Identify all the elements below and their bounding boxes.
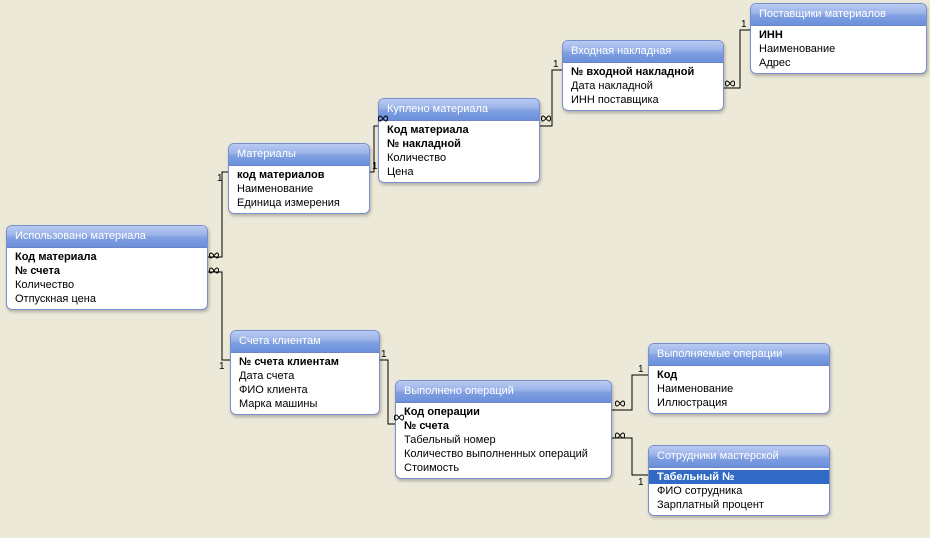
cardinality-one: 1 (553, 60, 559, 70)
cardinality-many (614, 432, 626, 439)
field-row[interactable]: № входной накладной (563, 65, 723, 79)
field-row[interactable]: Отпускная цена (7, 292, 207, 306)
entity-fields: Код материала№ накладнойКоличествоЦена (379, 121, 539, 182)
entity-title: Выполнено операций (396, 381, 611, 403)
cardinality-many (208, 267, 220, 274)
cardinality-many (724, 80, 736, 87)
field-row[interactable]: Количество (7, 278, 207, 292)
field-row[interactable]: ИНН (751, 28, 926, 42)
entity-title: Поставщики материалов (751, 4, 926, 26)
cardinality-one: 1 (741, 20, 747, 30)
entity-client_accounts[interactable]: Счета клиентам№ счета клиентамДата счета… (230, 330, 380, 415)
entity-title: Куплено материала (379, 99, 539, 121)
field-row[interactable]: Количество (379, 151, 539, 165)
entity-title: Входная накладная (563, 41, 723, 63)
field-row[interactable]: ФИО клиента (231, 383, 379, 397)
field-row[interactable]: № счета (396, 419, 611, 433)
cardinality-many (540, 115, 552, 122)
field-row[interactable]: Наименование (751, 42, 926, 56)
cardinality-many (208, 252, 220, 259)
field-row[interactable]: код материалов (229, 168, 369, 182)
cardinality-one: 1 (217, 174, 223, 184)
cardinality-one: 1 (638, 478, 644, 488)
entity-title: Использовано материала (7, 226, 207, 248)
field-row[interactable]: Цена (379, 165, 539, 179)
field-row[interactable]: Стоимость (396, 461, 611, 475)
entity-materials[interactable]: Материалыкод материаловНаименованиеЕдини… (228, 143, 370, 214)
entity-bought_material[interactable]: Куплено материалаКод материала№ накладно… (378, 98, 540, 183)
field-row[interactable]: Код материала (7, 250, 207, 264)
cardinality-many (377, 115, 389, 122)
field-row[interactable]: Количество выполненных операций (396, 447, 611, 461)
entity-fields: Табельный №ФИО сотрудникаЗарплатный проц… (649, 468, 829, 515)
field-row[interactable]: Дата накладной (563, 79, 723, 93)
field-row[interactable]: № накладной (379, 137, 539, 151)
connector-line (612, 438, 648, 475)
entity-fields: Код операции№ счетаТабельный номерКоличе… (396, 403, 611, 478)
field-row[interactable]: Табельный номер (396, 433, 611, 447)
field-row[interactable]: Иллюстрация (649, 396, 829, 410)
entity-title: Сотрудники мастерской (649, 446, 829, 468)
entity-fields: ИНННаименованиеАдрес (751, 26, 926, 73)
entity-title: Счета клиентам (231, 331, 379, 353)
entity-fields: Код материала№ счетаКоличествоОтпускная … (7, 248, 207, 309)
cardinality-one: 1 (381, 350, 387, 360)
field-row[interactable]: Наименование (649, 382, 829, 396)
entity-fields: № входной накладнойДата накладнойИНН пос… (563, 63, 723, 110)
field-row[interactable]: Дата счета (231, 369, 379, 383)
field-row[interactable]: ФИО сотрудника (649, 484, 829, 498)
entity-operations[interactable]: Выполняемые операцииКодНаименованиеИллюс… (648, 343, 830, 414)
entity-fields: № счета клиентамДата счетаФИО клиентаМар… (231, 353, 379, 414)
field-row[interactable]: Марка машины (231, 397, 379, 411)
entity-invoice_in[interactable]: Входная накладная№ входной накладнойДата… (562, 40, 724, 111)
field-row[interactable]: Наименование (229, 182, 369, 196)
cardinality-one: 1 (219, 362, 225, 372)
cardinality-one: 1 (638, 365, 644, 375)
field-row[interactable]: Код (649, 368, 829, 382)
field-row[interactable]: Адрес (751, 56, 926, 70)
field-row[interactable]: Код операции (396, 405, 611, 419)
field-row[interactable]: № счета (7, 264, 207, 278)
connector-line (208, 172, 228, 257)
field-row[interactable]: Код материала (379, 123, 539, 137)
field-row[interactable]: № счета клиентам (231, 355, 379, 369)
field-row[interactable]: Табельный № (649, 470, 829, 484)
cardinality-many (614, 400, 626, 407)
field-row[interactable]: Единица измерения (229, 196, 369, 210)
cardinality-one: 1 (372, 162, 378, 172)
cardinality-many (393, 414, 405, 421)
entity-suppliers[interactable]: Поставщики материаловИНННаименованиеАдре… (750, 3, 927, 74)
entity-title: Выполняемые операции (649, 344, 829, 366)
entity-fields: КодНаименованиеИллюстрация (649, 366, 829, 413)
entity-ops_done[interactable]: Выполнено операцийКод операции№ счетаТаб… (395, 380, 612, 479)
field-row[interactable]: ИНН поставщика (563, 93, 723, 107)
entity-used_material[interactable]: Использовано материалаКод материала№ сче… (6, 225, 208, 310)
entity-fields: код материаловНаименованиеЕдиница измере… (229, 166, 369, 213)
connector-line (208, 272, 230, 360)
entity-title: Материалы (229, 144, 369, 166)
entity-employees[interactable]: Сотрудники мастерскойТабельный №ФИО сотр… (648, 445, 830, 516)
field-row[interactable]: Зарплатный процент (649, 498, 829, 512)
